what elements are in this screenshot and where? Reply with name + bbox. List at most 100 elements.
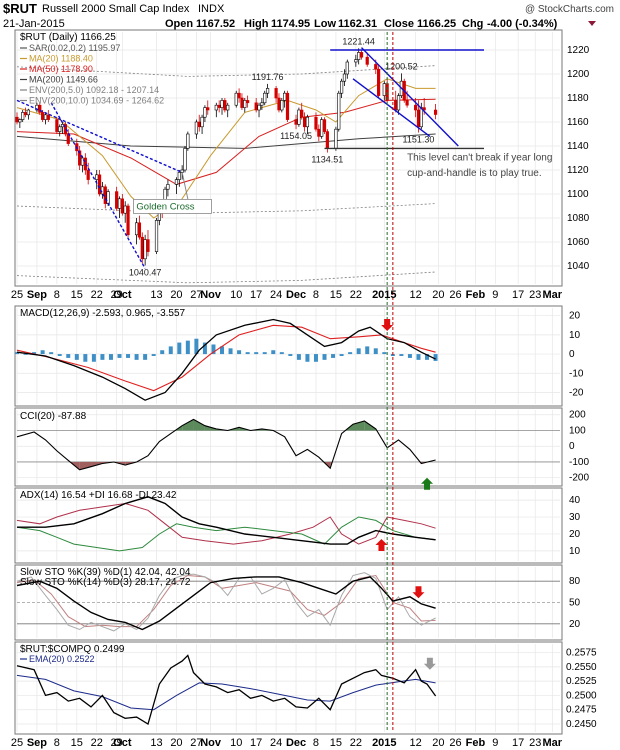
x-tick-label-top: 8 [54,289,60,301]
x-tick-label-bottom: 29 [111,737,123,749]
candle-body [322,119,327,132]
x-tick-label-top: 20 [170,289,182,301]
candle-body [240,97,244,108]
x-tick-label-top: Sep [27,289,47,301]
x-tick-label-bottom: Oct [113,737,132,749]
candle-body [357,52,361,60]
candle-body [294,119,298,125]
x-tick-label-top: 15 [71,289,83,301]
trendline [16,99,183,174]
up-arrow-icon [421,477,434,490]
x-tick-label-top: 10 [230,289,242,301]
x-tick-label-top: 27 [190,289,202,301]
plus-di-line [16,516,436,552]
x-tick-label-top: 12 [410,289,422,301]
x-tick-label-bottom: 15 [330,737,342,749]
cci-line [16,418,436,471]
y-tick-label: 1100 [567,189,589,200]
candle-body [365,56,369,65]
y-tick-label: 20 [569,311,581,322]
candle-body [123,205,127,214]
candle-body [97,174,102,195]
candle-body [58,126,62,132]
macd-histogram-bar [382,352,387,355]
price-panel [14,29,563,287]
close-label: Close [384,18,414,30]
x-tick-label-top: Feb [466,289,486,301]
macd-histogram-bar [271,350,276,355]
ratio-legend: $RUT:$COMPQ 0.2499 [20,644,125,655]
cci-legend: CCI(20) -87.88 [20,411,87,422]
macd-histogram-bar [220,346,225,355]
macd-histogram-bar [185,340,190,355]
x-tick-label-top: 22 [350,289,362,301]
candle-body [354,59,358,63]
candle-body [382,83,386,96]
candle-body [143,239,147,260]
macd-histogram-bar [433,354,438,361]
macd-histogram-bar [211,344,216,355]
candle-body [280,100,284,111]
macd-histogram-bar [365,346,370,355]
adx-panel [14,487,563,564]
x-tick-label-top: 2015 [372,289,396,301]
x-tick-label-top: 24 [270,289,282,301]
candle-body [337,92,341,130]
macd-histogram-bar [305,354,310,362]
candle-body [18,119,22,123]
legend-item: MA(200) 1149.66 [29,75,98,85]
high-label: High [244,18,269,30]
macd-histogram-bar [160,350,165,355]
macd-histogram-bar [126,354,131,358]
legend-item: ENV(200,5.0) 1092.18 - 1207.14 [29,85,159,95]
envelope-line [16,203,436,214]
macd-histogram-bar [66,354,71,358]
chart-symbol: $RUT [3,1,37,16]
candle-body [174,179,179,185]
macd-histogram-bar [228,348,233,355]
candle-body [194,121,198,135]
legend-item: MA(50) 1178.90 [29,64,93,74]
y-tick-label: 10 [569,330,581,341]
legend-item: MA(20) 1188.40 [29,54,93,64]
x-tick-label-bottom: 23 [529,737,541,749]
candle-body [314,116,318,130]
up-arrow-icon [375,539,388,552]
x-tick-label-top: 17 [250,289,262,301]
x-tick-label-bottom: 8 [313,737,319,749]
y-tick-label: 40 [569,495,581,506]
macd-histogram-bar [416,354,421,360]
macd-histogram-bar [23,354,28,355]
sto-k14-line [16,572,436,632]
candle-body [146,239,150,252]
price-label: 1154.05 [280,131,312,141]
macd-histogram-bar [74,354,79,360]
candle-body [154,220,159,252]
y-tick-label: 1060 [567,237,590,248]
macd-histogram-bar [288,354,293,356]
candle-body [41,112,45,120]
x-tick-label-bottom: 2015 [372,737,396,749]
x-tick-label-bottom: 20 [432,737,444,749]
chg-label: Chg [462,18,483,30]
ratio-line [16,654,437,725]
x-tick-label-bottom: Nov [200,737,222,749]
ema-line [16,674,436,711]
price-label: 1191.76 [252,72,284,82]
macd-histogram-bar [177,342,182,355]
macd-histogram-bar [356,348,361,355]
candle-body [203,107,207,118]
trendline [352,78,431,137]
x-tick-label-bottom: 20 [170,737,182,749]
macd-line [16,318,436,401]
sto-d-line [16,574,436,628]
candle-body [265,88,270,94]
x-tick-label-top: Dec [286,289,306,301]
x-tick-label-bottom: Mar [543,737,563,749]
candle-body [396,95,401,111]
low-label: Low [314,18,336,30]
low-value: 1162.31 [338,18,377,30]
labels-layer: 1040106010801100112011401160118012001220… [20,32,597,732]
macd-histogram-bar [245,352,250,355]
